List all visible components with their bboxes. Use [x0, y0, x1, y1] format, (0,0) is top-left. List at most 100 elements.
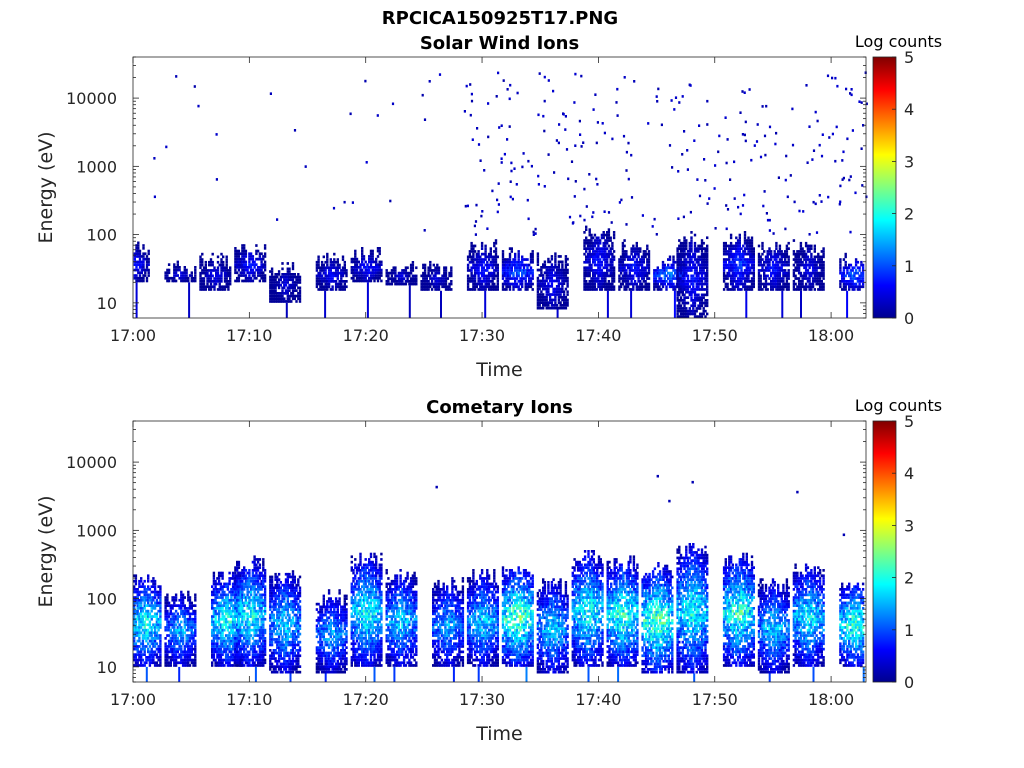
heatmap-cell: [327, 266, 331, 270]
heatmap-cell: [619, 285, 623, 289]
heatmap-cell: [757, 280, 761, 283]
heatmap-cell: [561, 304, 564, 307]
heatmap-cell: [135, 252, 138, 256]
heatmap-cell: [496, 255, 499, 259]
heatmap-cell: [190, 661, 193, 665]
heatmap-cell: [517, 258, 520, 261]
heatmap-cell: [143, 631, 146, 635]
heatmap-cell: [552, 266, 555, 269]
heatmap-cell: [621, 258, 625, 261]
heatmap-cell: [270, 286, 274, 290]
heatmap-cell: [164, 650, 167, 654]
heatmap-cell: [517, 280, 520, 283]
heatmap-cell: [588, 252, 591, 256]
heatmap-cell: [166, 647, 169, 651]
heatmap-cell: [262, 266, 265, 269]
heatmap-cell: [199, 258, 202, 261]
heatmap-cell: [368, 257, 371, 261]
heatmap-cell: [173, 598, 176, 602]
heatmap-cell: [808, 258, 811, 261]
heatmap-cell: [288, 270, 291, 273]
heatmap-cell: [202, 271, 206, 275]
heatmap-cell: [771, 282, 775, 286]
heatmap-cell: [355, 268, 359, 272]
heatmap-cell: [223, 288, 227, 291]
heatmap-cell: [153, 642, 157, 646]
heatmap-cell: [777, 282, 780, 286]
heatmap-cell: [181, 598, 185, 602]
heatmap-cell: [770, 252, 773, 256]
count-dot: [583, 218, 586, 222]
heatmap-cell: [411, 280, 415, 283]
heatmap-cell: [665, 274, 668, 278]
heatmap-cell: [430, 282, 434, 286]
heatmap-cell: [547, 287, 550, 291]
heatmap-cell: [350, 266, 353, 269]
heatmap-cell: [234, 271, 237, 275]
count-dot: [534, 232, 537, 235]
heatmap-cell: [183, 607, 186, 610]
heatmap-cell: [143, 623, 146, 627]
heatmap-cell: [542, 282, 545, 285]
heatmap-cell: [632, 244, 635, 248]
heatmap-cell: [272, 275, 275, 279]
count-dot: [510, 169, 513, 173]
heatmap-cell: [688, 258, 691, 261]
heatmap-cell: [369, 266, 373, 269]
heatmap-cell: [588, 255, 591, 259]
count-dot: [465, 84, 468, 88]
heatmap-cell: [681, 315, 684, 318]
heatmap-cell: [174, 664, 178, 667]
heatmap-cell: [764, 274, 768, 278]
heatmap-cell: [183, 623, 186, 627]
heatmap-cell: [600, 271, 604, 275]
heatmap-cell: [856, 285, 860, 289]
heatmap-cell: [180, 279, 183, 283]
heatmap-cell: [503, 274, 506, 278]
heatmap-cell: [726, 266, 729, 270]
heatmap-cell: [554, 301, 557, 304]
heatmap-cell: [623, 244, 626, 248]
heatmap-cell: [181, 274, 185, 277]
heatmap-cell: [409, 282, 413, 286]
heatmap-cell: [561, 260, 564, 264]
heatmap-cell: [752, 271, 755, 275]
heatmap-cell: [773, 266, 776, 270]
heatmap-cell: [212, 645, 216, 648]
heatmap-cell: [706, 282, 709, 286]
heatmap-cell: [489, 260, 492, 264]
heatmap-cell: [702, 293, 705, 297]
heatmap-cell: [844, 263, 847, 267]
heatmap-cell: [700, 258, 704, 261]
heatmap-cell: [676, 277, 679, 280]
heatmap-cell: [427, 282, 430, 286]
heatmap-cell: [357, 276, 360, 280]
heatmap-cell: [861, 274, 865, 278]
heatmap-cell: [702, 277, 705, 280]
heatmap-cell: [750, 266, 754, 270]
heatmap-cell: [288, 286, 291, 290]
heatmap-cell: [164, 276, 167, 280]
heatmap-cell: [545, 293, 548, 296]
heatmap-cell: [277, 300, 281, 303]
heatmap-cell: [630, 277, 633, 280]
heatmap-cell: [199, 280, 202, 283]
heatmap-cell: [801, 247, 804, 250]
count-dot: [704, 179, 707, 182]
heatmap-cell: [378, 268, 381, 272]
heatmap-cell: [851, 282, 854, 286]
heatmap-cell: [140, 656, 143, 659]
count-dot: [469, 83, 472, 86]
heatmap-cell: [136, 634, 139, 637]
heatmap-cell: [140, 617, 143, 621]
heatmap-cell: [341, 269, 345, 272]
heatmap-cell: [588, 280, 591, 283]
heatmap-cell: [658, 285, 661, 289]
heatmap-cell: [315, 280, 319, 283]
heatmap-cell: [157, 623, 160, 627]
heatmap-cell: [820, 266, 823, 270]
heatmap-cell: [286, 281, 289, 284]
heatmap-cell: [722, 274, 726, 278]
heatmap-cell: [693, 244, 697, 248]
heatmap-cell: [606, 241, 609, 245]
